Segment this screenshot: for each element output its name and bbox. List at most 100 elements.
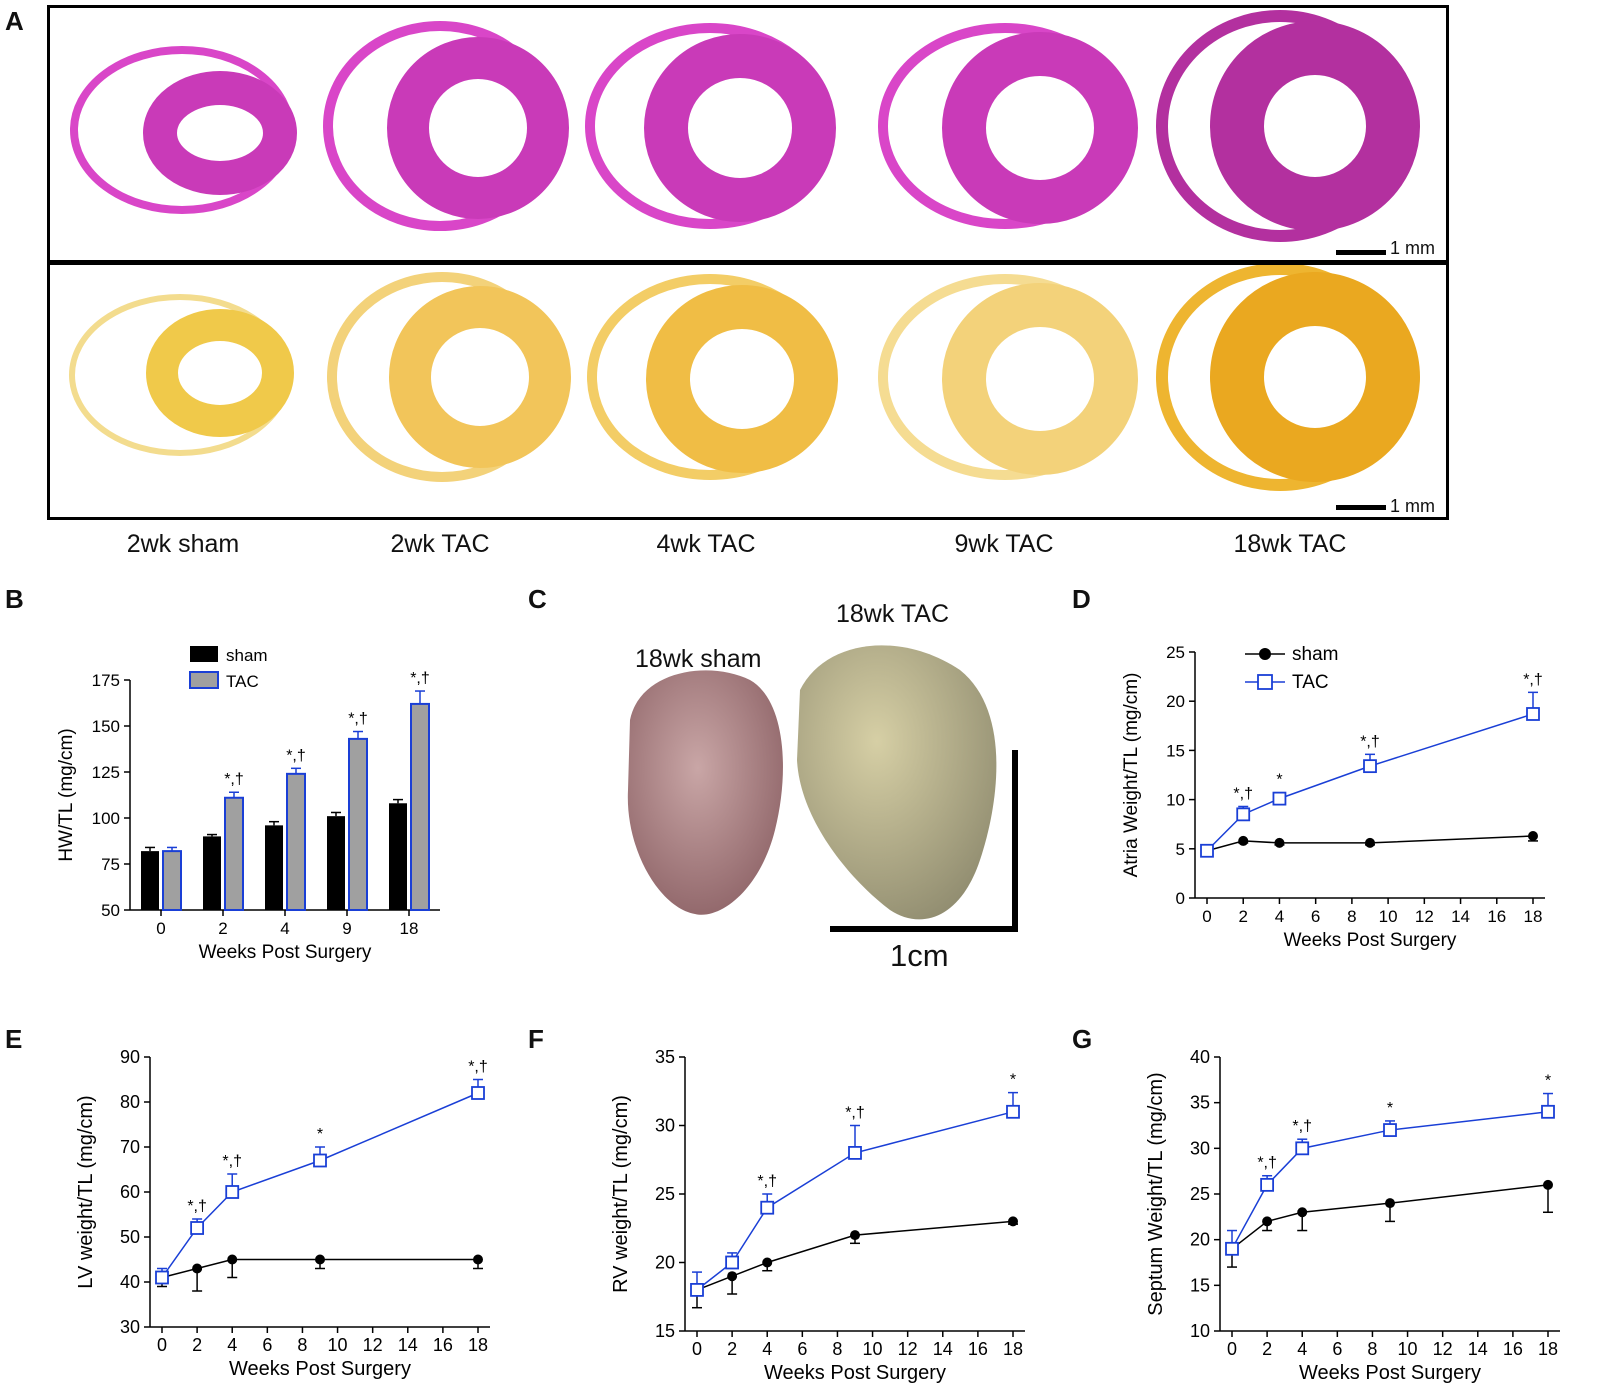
- chart-g-xtick-label: 8: [1367, 1339, 1377, 1359]
- chart-g-ytick-label: 20: [1190, 1230, 1210, 1250]
- chart-b-bar-tac: [348, 737, 368, 911]
- chart-e-point-tac: [225, 1185, 240, 1199]
- chart-g-point-tac: [1260, 1177, 1275, 1192]
- chart-e-point-tac: [313, 1153, 327, 1168]
- chart-b-ytick-label: 50: [101, 901, 120, 920]
- chart-b-annotation: *,†: [348, 711, 368, 728]
- chart-d-point-tac: [1200, 843, 1214, 858]
- chart-f-point-tac: [690, 1282, 704, 1297]
- chart-e-ytick-label: 90: [120, 1047, 140, 1067]
- chart-d-xtick-label: 16: [1487, 907, 1506, 926]
- chart-b-ytick-label: 125: [92, 763, 120, 782]
- chart-b-bar-sham: [265, 825, 283, 910]
- chart-g-point-tac: [1225, 1241, 1239, 1256]
- chart-e-ytick-label: 80: [120, 1092, 140, 1112]
- chart-e-ytick-label: 70: [120, 1137, 140, 1157]
- chart-g-annotation: *: [1387, 1100, 1393, 1117]
- chart-f-xtick-label: 10: [863, 1339, 883, 1359]
- chart-d-point-sham: [1238, 835, 1249, 846]
- chart-b-legend-swatch-sham: [190, 646, 218, 662]
- tac-heart: [797, 645, 997, 920]
- chart-g-point-tac: [1295, 1141, 1310, 1156]
- chart-d-point-tac: [1526, 707, 1540, 721]
- chart-d-xtick-label: 10: [1379, 907, 1398, 926]
- chart-e-xtick-label: 12: [363, 1335, 383, 1355]
- chart-b-bar-sham: [389, 803, 407, 910]
- he-stain-sections: [70, 10, 1420, 255]
- condition-label-9wk-tac: 9wk TAC: [954, 530, 1054, 558]
- panel-letter-a: A: [5, 6, 24, 36]
- chart-e-xtick-label: 6: [262, 1335, 272, 1355]
- chart-f-xtick-label: 16: [968, 1339, 988, 1359]
- chart-f-xtick-label: 14: [933, 1339, 953, 1359]
- scale-bar-top-label: 1 mm: [1390, 238, 1435, 258]
- chart-f-ytick-label: 25: [655, 1184, 675, 1204]
- condition-label-2wk-sham: 2wk sham: [126, 530, 240, 558]
- chart-f-point-tac: [760, 1200, 775, 1215]
- chart-d-xtick-label: 14: [1451, 907, 1470, 926]
- condition-label-4wk-tac: 4wk TAC: [656, 530, 756, 558]
- chart-e-xtick-label: 4: [227, 1335, 237, 1355]
- panel-letter-c: C: [528, 584, 547, 614]
- chart-g-ytick-label: 35: [1190, 1093, 1210, 1113]
- chart-d-xtick-label: 0: [1202, 907, 1211, 926]
- chart-f-point-tac: [848, 1146, 862, 1160]
- chart-e-xtick-label: 10: [328, 1335, 348, 1355]
- chart-b-heart-weight: 50 75 100 125 150 175 HW/TL (mg/cm) Weeks Post …: [56, 646, 440, 963]
- chart-f-ytick-label: 15: [655, 1321, 675, 1341]
- chart-e-point-tac: [155, 1270, 169, 1285]
- chart-d-annotation: *: [1276, 772, 1282, 789]
- chart-d-legend-label-tac: TAC: [1292, 672, 1329, 693]
- chart-d-ytick-label: 20: [1166, 692, 1185, 711]
- chart-d-annotation: *,†: [1233, 785, 1253, 802]
- chart-d-point-tac: [1363, 759, 1377, 774]
- chart-d-legend-marker-sham: [1259, 648, 1271, 660]
- photo-scale-vertical: [1012, 750, 1018, 930]
- panel-letter-d: D: [1072, 584, 1091, 614]
- chart-g-ylabel: Septum Weight/TL (mg/cm): [1145, 1072, 1167, 1315]
- chart-f-xlabel: Weeks Post Surgery: [764, 1362, 946, 1384]
- he-section-2wk-sham-lv: [143, 71, 297, 195]
- picro-section-2wk-tac-lv: [389, 286, 571, 468]
- chart-b-ytick-label: 175: [92, 671, 120, 690]
- chart-d-ytick-label: 15: [1166, 741, 1185, 760]
- chart-b-bar-sham: [141, 851, 159, 910]
- scale-bar-bottom-label: 1 mm: [1390, 496, 1435, 516]
- chart-d-point-sham: [1365, 837, 1375, 848]
- chart-d-ytick-label: 5: [1176, 840, 1185, 859]
- chart-b-annotation: *,†: [286, 747, 306, 764]
- panel-letter-e: E: [5, 1024, 23, 1054]
- chart-e-annotation: *,†: [222, 1153, 242, 1170]
- chart-e-ytick-label: 40: [120, 1272, 140, 1292]
- picro-section-2wk-sham-lv: [146, 309, 294, 437]
- he-section-18wk-tac-lv: [1210, 21, 1420, 231]
- chart-b-bar-tac: [162, 850, 182, 911]
- chart-e-annotation: *: [317, 1126, 323, 1143]
- chart-g-point-sham: [1543, 1179, 1553, 1190]
- picrosirius-stain-row: [47, 262, 1449, 520]
- photo-label-sham: 18wk sham: [635, 645, 762, 673]
- chart-e-line-tac: [161, 1092, 479, 1278]
- chart-d-point-sham: [1274, 837, 1285, 848]
- chart-b-xtick-label: 2: [218, 919, 227, 938]
- chart-f-point-tac: [1006, 1104, 1020, 1119]
- chart-f-ytick-label: 35: [655, 1047, 675, 1067]
- chart-f-annotation: *: [1010, 1072, 1016, 1089]
- chart-f-xtick-label: 0: [692, 1339, 702, 1359]
- chart-e-point-tac: [190, 1221, 205, 1235]
- chart-g-point-tac: [1383, 1123, 1397, 1137]
- chart-g-ytick-label: 10: [1190, 1321, 1210, 1341]
- chart-g-xtick-label: 10: [1398, 1339, 1418, 1359]
- chart-b-xtick-label: 9: [342, 919, 351, 938]
- chart-e-point-sham: [227, 1254, 238, 1265]
- he-section-4wk-tac-lv: [644, 34, 836, 222]
- chart-d-xtick-label: 18: [1524, 907, 1543, 926]
- chart-f-xtick-label: 18: [1003, 1339, 1023, 1359]
- chart-g-ytick-label: 25: [1190, 1184, 1210, 1204]
- chart-b-xtick-label: 0: [156, 919, 165, 938]
- chart-g-xtick-label: 12: [1433, 1339, 1453, 1359]
- sham-heart: [627, 670, 783, 915]
